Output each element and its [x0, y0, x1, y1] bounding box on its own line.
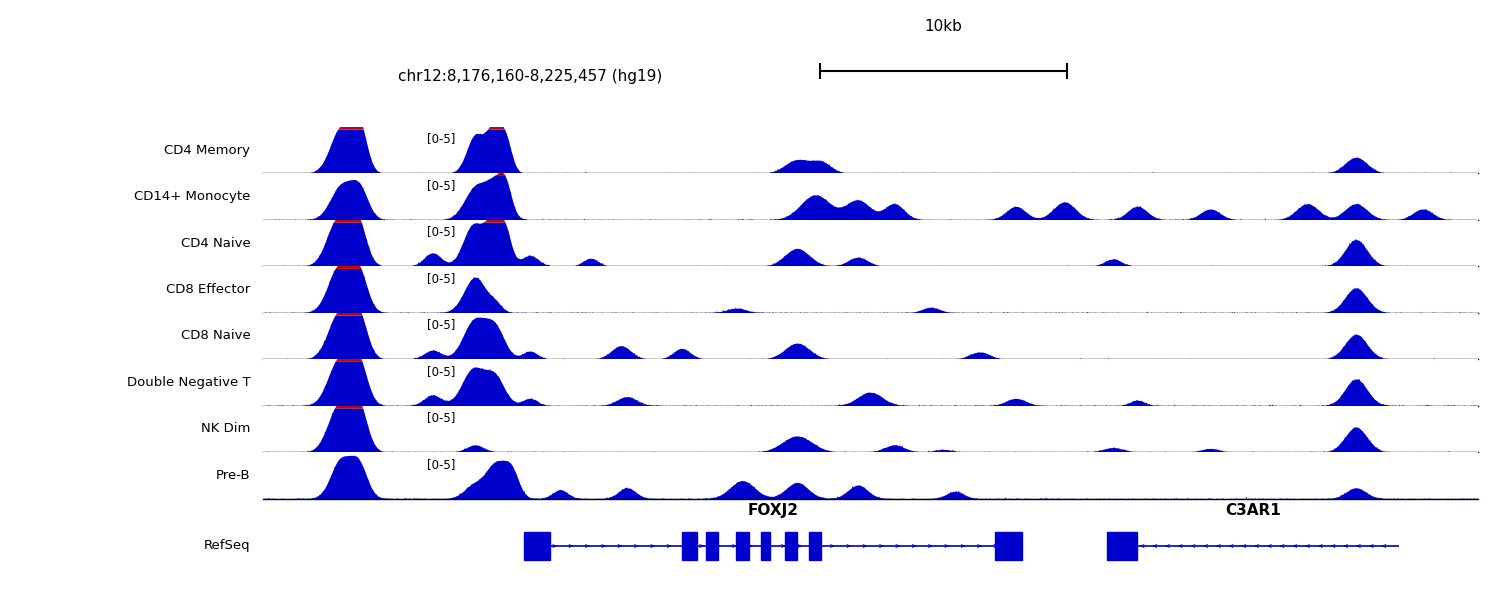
- Text: NK Dim: NK Dim: [201, 422, 250, 435]
- Text: [0-5]: [0-5]: [426, 411, 454, 424]
- Text: CD14+ Monocyte: CD14+ Monocyte: [134, 190, 250, 203]
- Text: CD8 Effector: CD8 Effector: [166, 283, 250, 296]
- Text: CD8 Naive: CD8 Naive: [180, 329, 250, 342]
- Bar: [760, 532, 771, 560]
- Bar: [706, 532, 718, 560]
- Bar: [1107, 532, 1137, 560]
- Bar: [736, 532, 748, 560]
- Text: CD4 Naive: CD4 Naive: [180, 237, 250, 250]
- Text: [0-5]: [0-5]: [426, 458, 454, 471]
- Text: [0-5]: [0-5]: [426, 225, 454, 238]
- Text: chr12:8,176,160-8,225,457 (hg19): chr12:8,176,160-8,225,457 (hg19): [398, 68, 662, 84]
- Text: FOXJ2: FOXJ2: [747, 503, 798, 518]
- Text: [0-5]: [0-5]: [426, 365, 454, 378]
- Bar: [784, 532, 796, 560]
- Bar: [681, 532, 698, 560]
- Bar: [810, 532, 822, 560]
- Text: [0-5]: [0-5]: [426, 318, 454, 331]
- Bar: [994, 532, 1022, 560]
- Text: RefSeq: RefSeq: [204, 539, 251, 552]
- Text: [0-5]: [0-5]: [426, 179, 454, 192]
- Text: CD4 Memory: CD4 Memory: [165, 143, 250, 156]
- Text: Pre-B: Pre-B: [216, 469, 250, 482]
- Text: C3AR1: C3AR1: [1226, 503, 1281, 518]
- Text: [0-5]: [0-5]: [426, 132, 454, 145]
- Text: [0-5]: [0-5]: [426, 272, 454, 285]
- Text: 10kb: 10kb: [924, 19, 963, 34]
- Text: Double Negative T: Double Negative T: [128, 376, 250, 389]
- Bar: [524, 532, 550, 560]
